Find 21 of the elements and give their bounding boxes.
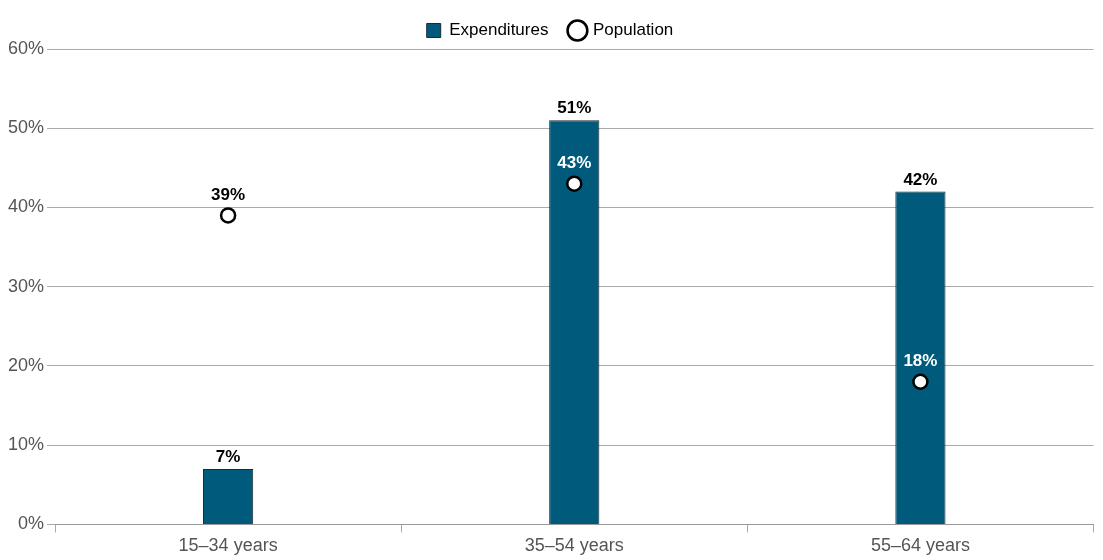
data-label: 51% xyxy=(557,98,592,118)
y-tick-label: 0% xyxy=(18,513,45,534)
data-label: 43% xyxy=(557,152,592,172)
x-tick-label: 55–64 years xyxy=(870,535,970,556)
point xyxy=(912,373,929,391)
legend-label: Expenditures xyxy=(449,20,549,40)
y-tick-label: 50% xyxy=(8,117,45,138)
point xyxy=(566,175,583,192)
data-label: 42% xyxy=(903,169,938,189)
data-label: 18% xyxy=(903,350,938,370)
y-tick-label: 60% xyxy=(8,37,45,58)
legend-label: Population xyxy=(592,20,674,40)
x-tick-label: 15–34 years xyxy=(178,535,278,556)
data-label: 7% xyxy=(215,447,241,467)
point xyxy=(219,207,237,224)
x-tick-label: 35–54 years xyxy=(524,535,624,556)
y-tick-label: 20% xyxy=(8,354,45,375)
y-tick-label: 10% xyxy=(8,434,45,455)
y-tick-label: 40% xyxy=(8,196,45,217)
y-tick-label: 30% xyxy=(8,275,45,296)
data-label: 39% xyxy=(211,184,246,204)
